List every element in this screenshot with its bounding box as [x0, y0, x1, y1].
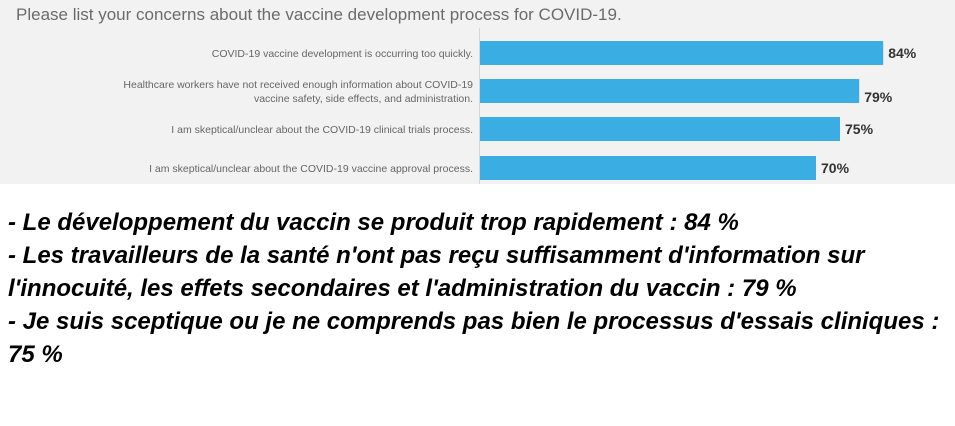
summary-panel: - Le développement du vaccin se produit … [0, 184, 955, 426]
category-label-3: I am skeptical/unclear about the COVID-1… [171, 124, 473, 136]
value-label-1: 84% [888, 45, 917, 61]
bar-3 [480, 117, 840, 141]
bar-1 [480, 41, 884, 65]
category-label-line: COVID-19 vaccine development is occurrin… [212, 48, 473, 60]
category-label-4: I am skeptical/unclear about the COVID-1… [149, 163, 473, 175]
category-label-line: Healthcare workers have not received eno… [123, 79, 473, 91]
bar-4 [480, 156, 816, 180]
category-label-1: COVID-19 vaccine development is occurrin… [212, 48, 473, 60]
bars-layer: 84% COVID-19 vaccine development is occur… [123, 41, 917, 180]
chart-title: Please list your concerns about the vacc… [16, 5, 622, 24]
value-label-3: 75% [845, 121, 874, 137]
category-label-line: I am skeptical/unclear about the COVID-1… [171, 124, 473, 136]
value-label-4: 70% [821, 160, 850, 176]
summary-line-2: - Les travailleurs de la santé n'ont pas… [8, 242, 865, 302]
value-label-2: 79% [864, 89, 893, 105]
summary-line-3: - Je suis sceptique ou je ne comprends p… [8, 308, 940, 368]
bar-2 [480, 79, 860, 103]
summary-line-1: - Le développement du vaccin se produit … [8, 209, 739, 236]
bar-chart: 84% COVID-19 vaccine development is occur… [123, 28, 917, 184]
category-label-line: I am skeptical/unclear about the COVID-1… [149, 163, 473, 175]
chart-panel: 84% COVID-19 vaccine development is occur… [0, 0, 955, 184]
summary-text: - Le développement du vaccin se produit … [8, 206, 948, 371]
category-label-2: Healthcare workers have not received eno… [123, 79, 473, 105]
category-label-line: vaccine safety, side effects, and admini… [254, 93, 473, 105]
